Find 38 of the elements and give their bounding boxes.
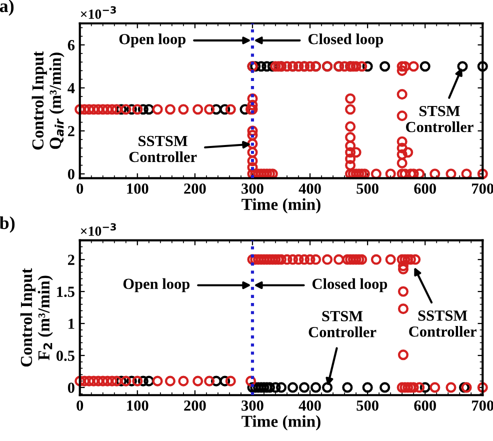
chart-title: b) bbox=[0, 216, 15, 233]
y-tick-label: 1.5 bbox=[57, 286, 74, 298]
x-tick-label: 200 bbox=[184, 400, 206, 411]
x-tick-label: 500 bbox=[356, 400, 378, 411]
annotation: Closed loop bbox=[308, 33, 384, 48]
y-tick-label: 0 bbox=[68, 169, 74, 180]
x-tick-label: 0 bbox=[76, 183, 84, 194]
y-tick-label: 0 bbox=[68, 382, 74, 393]
y-axis-title: Control Input F$_{2}$ (m³/min) bbox=[20, 268, 53, 367]
x-tick-label: 400 bbox=[298, 400, 321, 411]
y-tick-label: 6 bbox=[68, 40, 75, 50]
annotation: Open loop bbox=[119, 33, 186, 48]
x-tick-label: 500 bbox=[356, 183, 378, 194]
y-tick-label: 4 bbox=[68, 83, 75, 94]
annotation: STSM Controller bbox=[308, 311, 376, 338]
text: ×10$^{−3}$ bbox=[80, 6, 116, 19]
x-tick-label: 400 bbox=[298, 183, 321, 194]
y-tick-label: 1 bbox=[68, 318, 74, 329]
x-axis-title: Time (min) bbox=[242, 415, 320, 430]
annotation: SSTSM Controller bbox=[129, 136, 197, 162]
x-axis-title: Time (min) bbox=[242, 198, 320, 214]
y-tick-label: 2 bbox=[68, 254, 74, 265]
x-tick-label: 300 bbox=[242, 183, 264, 194]
annotation: Closed loop bbox=[312, 278, 388, 292]
x-tick-label: 100 bbox=[127, 183, 148, 194]
x-tick-label: 600 bbox=[414, 400, 436, 411]
x-tick-label: 200 bbox=[184, 183, 206, 194]
x-tick-label: 300 bbox=[242, 400, 264, 411]
x-tick-label: 600 bbox=[414, 183, 436, 194]
y-tick-label: 2 bbox=[68, 126, 74, 136]
y-tick-label: 0.5 bbox=[56, 350, 74, 361]
annotation: Open loop bbox=[123, 278, 190, 292]
annotation: STSM Controller bbox=[406, 106, 474, 132]
x-tick-label: 0 bbox=[76, 400, 84, 411]
x-tick-label: 100 bbox=[127, 400, 148, 411]
y-axis-title: Control Input Q$_{air}$ (m³/min) bbox=[32, 51, 64, 150]
annotation: SSTSM Controller bbox=[409, 310, 476, 337]
text: ×10$^{−3}$ bbox=[80, 223, 116, 236]
